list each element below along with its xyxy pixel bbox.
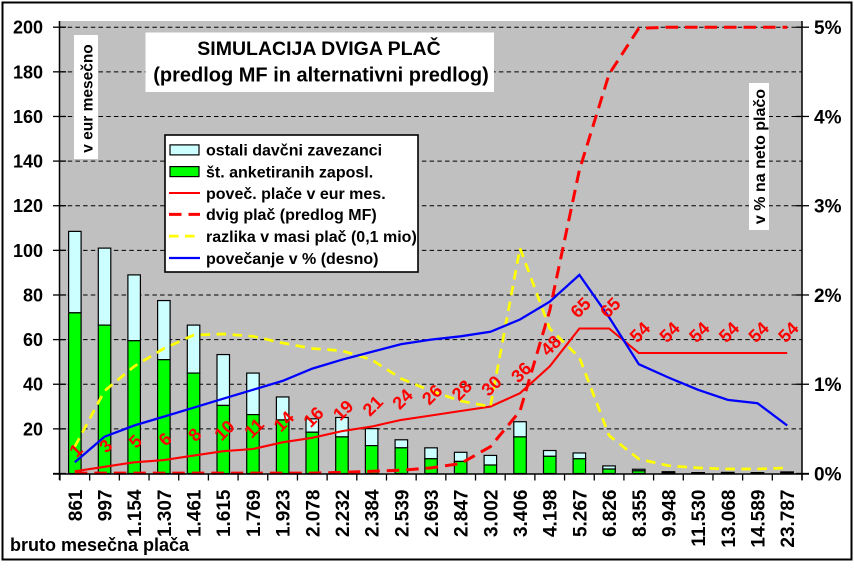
svg-text:9.948: 9.948 xyxy=(659,490,680,538)
svg-text:4.198: 4.198 xyxy=(541,490,562,538)
svg-text:2.078: 2.078 xyxy=(303,490,324,538)
svg-text:povečanje v % (desno): povečanje v % (desno) xyxy=(206,251,379,268)
svg-text:100: 100 xyxy=(13,241,43,261)
svg-text:2.693: 2.693 xyxy=(422,490,443,538)
svg-text:poveč. plače v eur mes.: poveč. plače v eur mes. xyxy=(206,186,386,203)
svg-text:2%: 2% xyxy=(814,286,842,307)
svg-text:dvig plač (predlog MF): dvig plač (predlog MF) xyxy=(206,207,377,224)
svg-text:1.615: 1.615 xyxy=(214,489,235,537)
svg-text:razlika v masi plač (0,1 mio): razlika v masi plač (0,1 mio) xyxy=(206,229,417,246)
svg-text:4%: 4% xyxy=(814,107,842,128)
svg-text:2.384: 2.384 xyxy=(363,489,384,537)
svg-text:3.002: 3.002 xyxy=(481,490,502,538)
svg-text:1.154: 1.154 xyxy=(125,489,146,537)
svg-text:11.530: 11.530 xyxy=(689,490,710,547)
svg-text:140: 140 xyxy=(13,152,43,172)
svg-text:14.589: 14.589 xyxy=(748,490,769,548)
svg-text:1.769: 1.769 xyxy=(244,490,265,538)
svg-text:3.406: 3.406 xyxy=(511,490,532,538)
svg-text:200: 200 xyxy=(13,18,43,38)
svg-text:60: 60 xyxy=(23,330,43,350)
svg-text:SIMULACIJA DVIGA PLAČ: SIMULACIJA DVIGA PLAČ xyxy=(197,36,440,60)
svg-text:120: 120 xyxy=(13,196,43,216)
svg-text:20: 20 xyxy=(23,419,43,439)
svg-text:v eur mesečno: v eur mesečno xyxy=(80,44,97,153)
svg-text:8.355: 8.355 xyxy=(630,489,651,537)
svg-text:3%: 3% xyxy=(814,197,842,218)
svg-text:80: 80 xyxy=(23,285,43,305)
svg-text:160: 160 xyxy=(13,107,43,127)
svg-text:13.068: 13.068 xyxy=(719,490,740,548)
svg-text:0%: 0% xyxy=(814,465,842,486)
svg-text:5%: 5% xyxy=(814,18,842,39)
svg-text:št. anketiranih zaposl.: št. anketiranih zaposl. xyxy=(206,164,373,181)
svg-text:2.847: 2.847 xyxy=(452,490,473,538)
svg-text:ostali davčni zavezanci: ostali davčni zavezanci xyxy=(206,143,382,160)
svg-text:180: 180 xyxy=(13,62,43,82)
svg-text:1.307: 1.307 xyxy=(155,490,176,538)
svg-text:2.232: 2.232 xyxy=(333,490,354,538)
svg-text:1.923: 1.923 xyxy=(274,490,295,538)
svg-text:v % na neto plačo: v % na neto plačo xyxy=(752,89,769,224)
svg-text:23.787: 23.787 xyxy=(778,490,799,548)
svg-text:1.461: 1.461 xyxy=(185,489,206,537)
svg-text:997: 997 xyxy=(96,490,117,522)
svg-text:5.267: 5.267 xyxy=(570,490,591,538)
svg-text:6.826: 6.826 xyxy=(600,490,621,538)
svg-text:(predlog MF in alternativni pr: (predlog MF in alternativni predlog) xyxy=(153,65,489,87)
svg-text:bruto mesečna plača: bruto mesečna plača xyxy=(10,535,190,555)
svg-text:861: 861 xyxy=(66,489,87,521)
svg-text:1%: 1% xyxy=(814,375,842,396)
svg-text:40: 40 xyxy=(23,375,43,395)
svg-text:2.539: 2.539 xyxy=(392,490,413,538)
